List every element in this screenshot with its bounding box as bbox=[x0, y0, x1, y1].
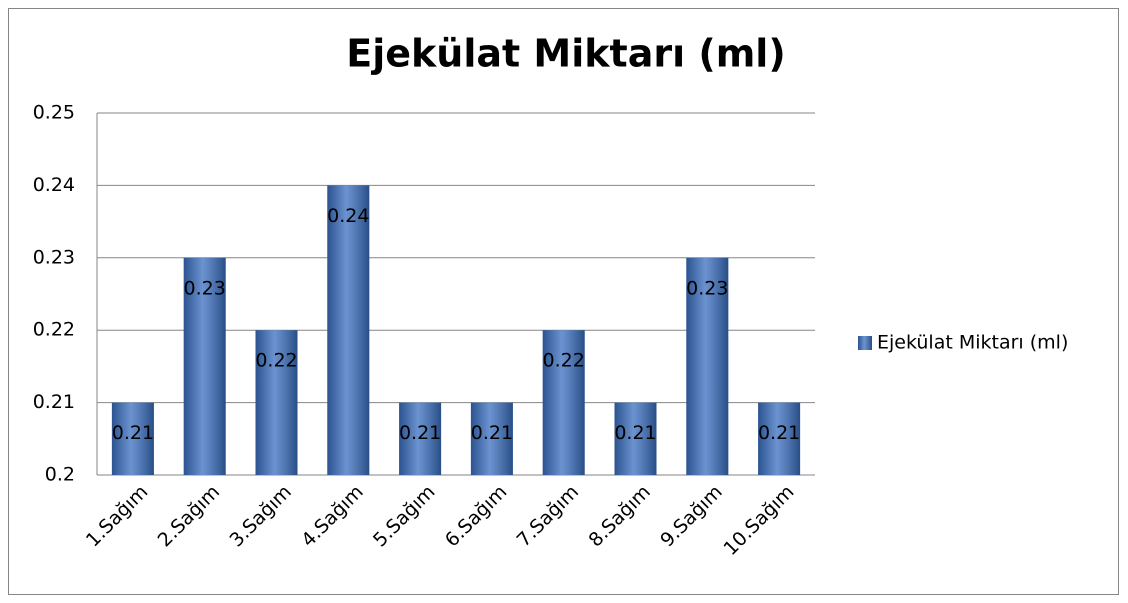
bar-shade bbox=[758, 402, 801, 475]
data-label: 0.21 bbox=[399, 422, 441, 444]
chart-title: Ejekülat Miktarı (ml) bbox=[346, 32, 785, 76]
data-label: 0.23 bbox=[184, 277, 226, 299]
y-tick-label: 0.2 bbox=[45, 464, 75, 486]
y-tick-label: 0.22 bbox=[33, 319, 75, 341]
bar-shade bbox=[183, 257, 226, 475]
data-label: 0.21 bbox=[758, 422, 800, 444]
legend-marker-shade bbox=[858, 336, 872, 350]
y-tick-label: 0.23 bbox=[33, 246, 75, 268]
data-label: 0.21 bbox=[112, 422, 154, 444]
legend-label: Ejekülat Miktarı (ml) bbox=[877, 332, 1068, 354]
bar-shade bbox=[327, 185, 370, 475]
data-label: 0.22 bbox=[543, 350, 585, 372]
data-label: 0.24 bbox=[327, 205, 369, 227]
data-label: 0.21 bbox=[614, 422, 656, 444]
bar-shade bbox=[399, 402, 442, 475]
y-tick-label: 0.24 bbox=[33, 174, 75, 196]
bar-shade bbox=[614, 402, 657, 475]
bar-shade bbox=[111, 402, 154, 475]
bar-shade bbox=[686, 257, 729, 475]
bar-shade bbox=[255, 330, 298, 475]
bar-shade bbox=[542, 330, 585, 475]
y-tick-label: 0.21 bbox=[33, 391, 75, 413]
data-label: 0.22 bbox=[255, 350, 297, 372]
bar-shade bbox=[470, 402, 513, 475]
y-tick-label: 0.25 bbox=[33, 102, 75, 124]
data-label: 0.23 bbox=[686, 277, 728, 299]
data-label: 0.21 bbox=[471, 422, 513, 444]
